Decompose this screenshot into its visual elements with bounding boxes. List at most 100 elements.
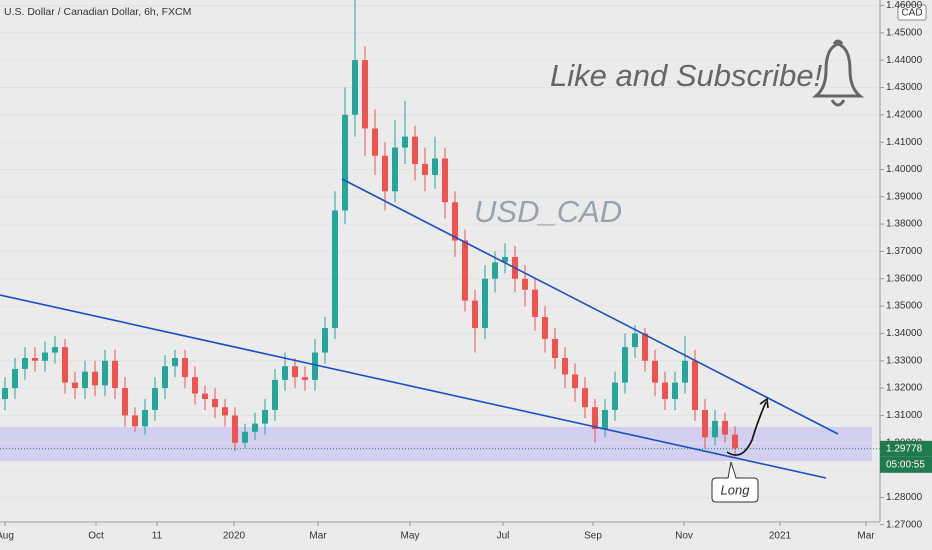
callout-text: Long (721, 482, 751, 497)
candle-body (142, 409, 148, 427)
y-tick-label: 1.32000 (886, 383, 923, 394)
candle-body (152, 388, 158, 410)
chart-title: U.S. Dollar / Canadian Dollar, 6h, FXCM (4, 6, 191, 18)
candle-body (652, 360, 658, 383)
y-tick-label: 1.44000 (886, 55, 923, 66)
candles (0, 0, 880, 457)
candle-body (372, 128, 378, 156)
candle-body (52, 347, 58, 353)
candle-body (522, 278, 528, 290)
x-tick-label: Aug (0, 531, 14, 542)
candle-body (272, 379, 278, 410)
candle-body (102, 360, 108, 386)
candle-body (72, 382, 78, 389)
candle-body (302, 377, 308, 380)
candle-body (112, 360, 118, 389)
candle-body (242, 431, 248, 443)
last-price-label: 1.29778 (886, 443, 923, 454)
candle-body (122, 388, 128, 416)
candle-body (182, 358, 188, 378)
candle-body (472, 300, 478, 328)
candle-body (332, 210, 338, 328)
y-tick-label: 1.33000 (886, 355, 923, 366)
x-tick-label: May (401, 531, 420, 542)
candle-body (82, 371, 88, 389)
candle-body (202, 393, 208, 400)
candle-body (252, 423, 258, 432)
candle-body (12, 368, 18, 389)
candle-body (192, 377, 198, 394)
last-price-box (880, 440, 932, 457)
y-tick-label: 1.36000 (886, 273, 923, 284)
candle-body (212, 399, 218, 408)
x-tick-label: Jul (497, 531, 510, 542)
currency-box[interactable] (897, 4, 927, 21)
bell-icon (811, 39, 865, 107)
candle-body (132, 415, 138, 427)
y-tick-label: 1.34000 (886, 328, 923, 339)
candle-body (572, 374, 578, 389)
candle-body (732, 434, 738, 449)
y-tick-label: 1.42000 (886, 109, 923, 120)
candle-body (172, 358, 178, 367)
candle-body (532, 289, 538, 318)
y-tick-label: 1.38000 (886, 219, 923, 230)
trend-line (341, 178, 839, 435)
callout-box (711, 461, 759, 503)
candle-body (32, 358, 38, 361)
candle-body (312, 352, 318, 380)
x-tick-label: Sep (584, 531, 602, 542)
x-tick-label: 2020 (223, 531, 246, 542)
candle-body (162, 366, 168, 389)
candle-body (452, 202, 458, 241)
candle-body (502, 256, 508, 263)
arrow-head (759, 397, 769, 409)
candle-body (362, 60, 368, 129)
symbol-watermark: USD_CAD (474, 194, 622, 229)
candle-body (562, 358, 568, 375)
x-tick-label: Nov (675, 531, 693, 542)
candle-body (642, 333, 648, 361)
candle-body (672, 382, 678, 400)
y-tick-label: 1.39000 (886, 191, 923, 202)
currency-label[interactable]: CAD (901, 8, 922, 19)
candle-body (552, 338, 558, 359)
y-tick-label: 1.41000 (886, 137, 923, 148)
price-axis (880, 0, 932, 522)
x-tick-label: Mar (309, 531, 327, 542)
candle-body (722, 420, 728, 435)
candle-body (342, 114, 348, 211)
candle-body (692, 360, 698, 410)
countdown-label: 05:00:55 (886, 459, 925, 470)
candle-body (92, 371, 98, 386)
y-tick-label: 1.46000 (886, 0, 923, 11)
y-tick-label: 1.43000 (886, 82, 923, 93)
candle-body (402, 136, 408, 148)
candle-body (412, 136, 418, 164)
candle-body (352, 60, 358, 115)
y-tick-label: 1.28000 (886, 492, 923, 503)
candle-body (592, 407, 598, 430)
candle-body (262, 409, 268, 424)
candle-body (622, 347, 628, 383)
y-tick-label: 1.31000 (886, 410, 923, 421)
y-tick-label: 1.40000 (886, 164, 923, 175)
candle-body (392, 147, 398, 192)
y-tick-label: 1.27000 (886, 519, 923, 530)
trend-line (0, 294, 827, 479)
candle-body (282, 366, 288, 380)
candle-body (22, 358, 28, 369)
candle-body (702, 409, 708, 438)
candle-body (582, 388, 588, 408)
candle-body (632, 333, 638, 348)
x-tick-label: Oct (88, 531, 104, 542)
candle-body (222, 407, 228, 416)
candle-body (462, 240, 468, 301)
candle-body (482, 278, 488, 328)
x-tick-label: 11 (152, 531, 163, 542)
candle-body (492, 262, 498, 279)
projection-arrow (726, 401, 767, 456)
candle-body (662, 382, 668, 400)
